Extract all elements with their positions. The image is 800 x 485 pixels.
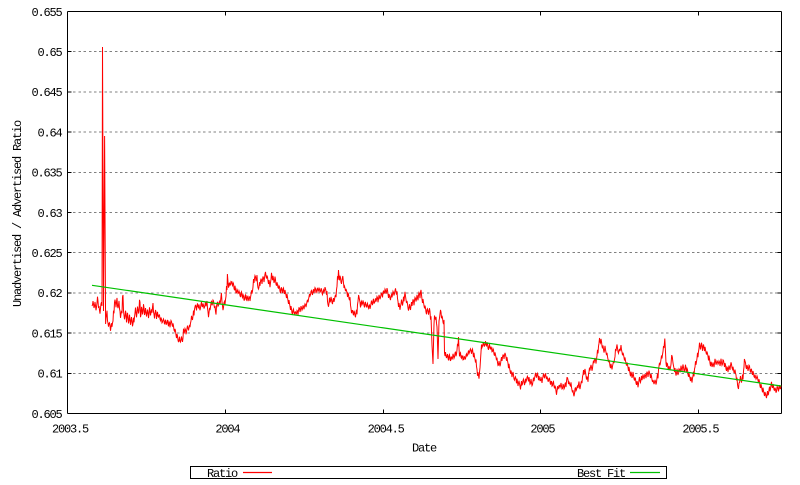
svg-text:Date: Date bbox=[412, 441, 437, 455]
svg-text:2004.5: 2004.5 bbox=[368, 423, 405, 437]
svg-text:0.615: 0.615 bbox=[31, 327, 62, 341]
svg-text:0.635: 0.635 bbox=[31, 167, 62, 181]
svg-text:2003.5: 2003.5 bbox=[52, 423, 89, 437]
svg-text:0.645: 0.645 bbox=[31, 86, 62, 100]
svg-text:Best Fit: Best Fit bbox=[577, 467, 625, 480]
svg-text:2005.5: 2005.5 bbox=[682, 423, 719, 437]
svg-text:Unadvertised / Advertised Rati: Unadvertised / Advertised Ratio bbox=[11, 120, 25, 307]
svg-text:2004: 2004 bbox=[215, 423, 240, 437]
svg-text:0.62: 0.62 bbox=[37, 287, 62, 301]
svg-text:0.65: 0.65 bbox=[37, 46, 62, 60]
svg-text:0.605: 0.605 bbox=[31, 408, 62, 422]
svg-text:0.61: 0.61 bbox=[37, 368, 62, 382]
svg-text:0.625: 0.625 bbox=[31, 247, 62, 261]
svg-text:0.64: 0.64 bbox=[37, 126, 62, 140]
svg-text:2005: 2005 bbox=[530, 423, 555, 437]
svg-text:0.63: 0.63 bbox=[37, 207, 62, 221]
svg-text:Ratio: Ratio bbox=[207, 467, 238, 480]
svg-text:0.655: 0.655 bbox=[31, 6, 62, 20]
